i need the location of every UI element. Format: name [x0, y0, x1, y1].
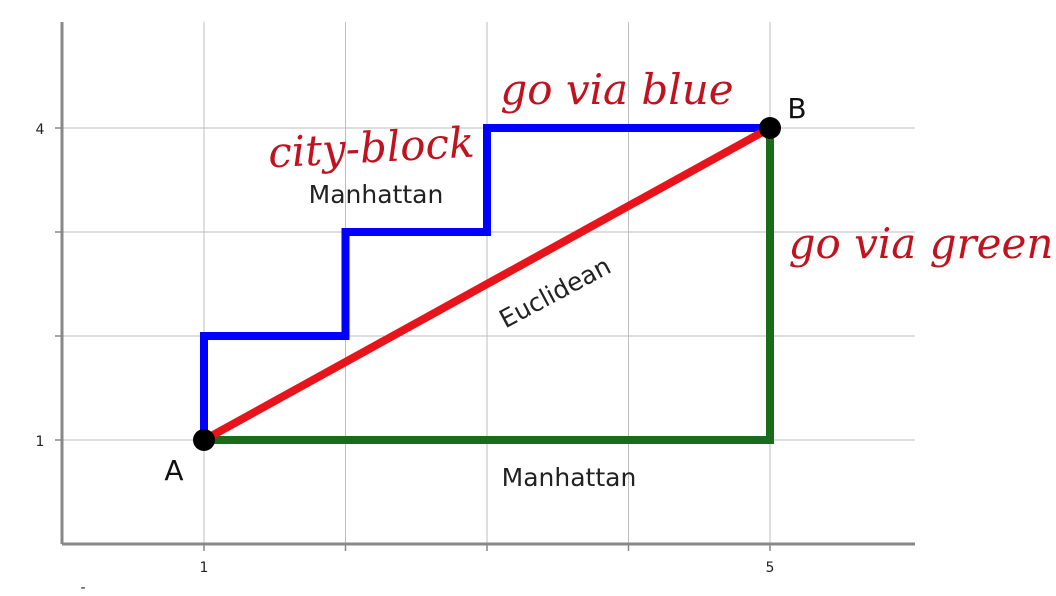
blue-path-label: Manhattan — [309, 180, 444, 209]
x-tick-label-5: 5 — [766, 560, 775, 576]
stray-mark: - — [80, 580, 85, 596]
point-a-marker — [193, 429, 215, 451]
red-path-label: Euclidean — [494, 251, 615, 334]
point-b-marker — [759, 117, 781, 139]
go-via-blue-annotation: go via blue — [500, 65, 733, 114]
y-tick-label-4: 4 — [36, 122, 45, 138]
city-block-annotation: city-block — [267, 118, 476, 178]
point-b-label: B — [787, 92, 806, 125]
green-path-label: Manhattan — [502, 463, 637, 492]
y-tick-label-1: 1 — [36, 434, 45, 450]
point-a-label: A — [164, 454, 183, 487]
x-tick-label-1: 1 — [200, 560, 209, 576]
go-via-green-annotation: go via green — [789, 219, 1054, 268]
